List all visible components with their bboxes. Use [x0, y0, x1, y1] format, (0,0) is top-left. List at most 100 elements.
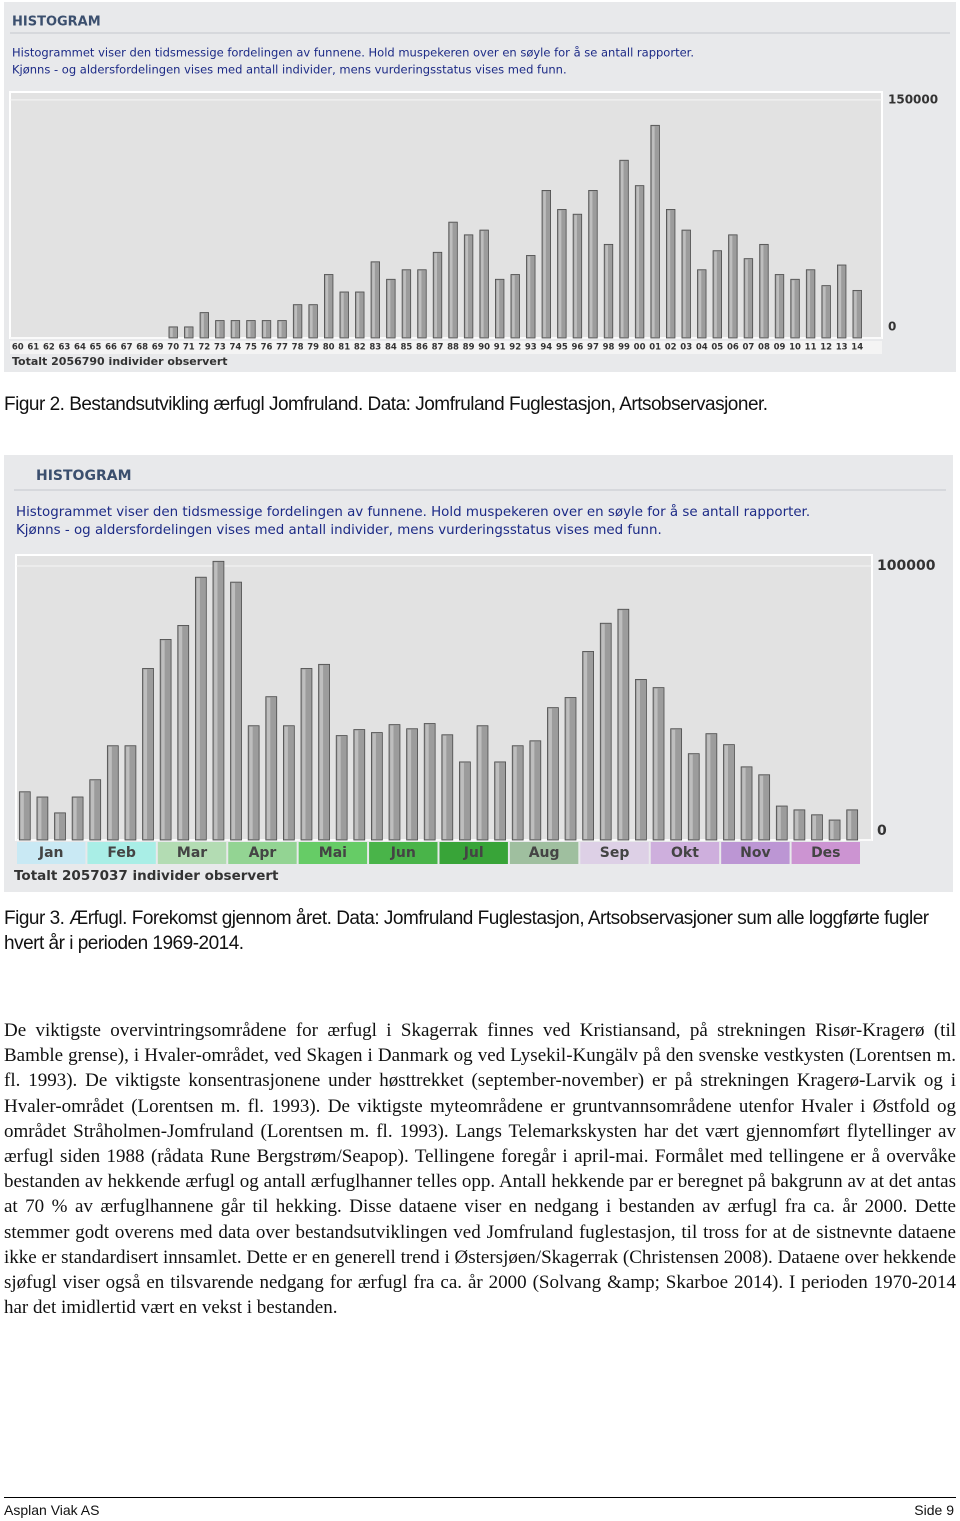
x-tick-label: 75: [245, 343, 257, 353]
bar: [758, 774, 771, 841]
bar-shine: [263, 321, 266, 337]
bar: [510, 274, 520, 339]
bar-shine: [38, 797, 42, 839]
bar-shine: [341, 292, 344, 337]
bar: [230, 320, 241, 339]
bar-shine: [319, 665, 324, 839]
bar-shine: [247, 321, 251, 337]
description: Histogrammet viser den tidsmessige forde…: [16, 503, 810, 520]
x-tick-label: Jul: [463, 845, 484, 861]
bar-shine: [838, 265, 842, 337]
bar: [54, 812, 66, 841]
x-tick-label: Aug: [529, 845, 560, 861]
x-tick-label: 89: [463, 343, 475, 353]
x-tick-label: Sep: [600, 845, 630, 861]
x-tick-label: 82: [354, 343, 366, 353]
bar: [774, 274, 785, 339]
bar-shine: [403, 270, 406, 337]
x-tick-label: 90: [478, 343, 490, 353]
bar-shine: [847, 810, 852, 839]
description: Kjønns - og aldersfordelingen vises med …: [12, 63, 567, 77]
bar: [541, 189, 551, 339]
bar-shine: [73, 797, 77, 839]
bar-shine: [495, 762, 500, 839]
bar-shine: [478, 726, 482, 839]
bar-shine: [558, 210, 562, 337]
bar-shine: [698, 270, 702, 337]
bar: [106, 745, 119, 841]
bar: [199, 312, 209, 339]
month-tile: [157, 842, 227, 864]
bar-shine: [707, 734, 711, 839]
bar-shine: [496, 280, 500, 337]
bar-shine: [776, 275, 779, 337]
bar: [619, 159, 629, 339]
x-tick-label: 68: [136, 343, 148, 353]
bar: [406, 728, 418, 841]
bar-shine: [108, 746, 112, 839]
bar: [697, 269, 707, 339]
bar: [386, 278, 396, 339]
x-tick-label: 61: [27, 343, 39, 353]
bar: [212, 560, 225, 841]
x-tick-label: Feb: [107, 845, 136, 861]
x-tick-label: Des: [811, 845, 840, 861]
bar: [184, 326, 194, 339]
x-tick-label: 84: [385, 343, 397, 353]
bar-shine: [465, 235, 469, 337]
y-tick-label: 0: [888, 320, 896, 334]
bar-shine: [795, 810, 799, 839]
x-tick-label: 88: [447, 343, 459, 353]
y-tick-label: 150000: [888, 92, 938, 106]
x-tick-label: Apr: [249, 845, 277, 861]
x-tick-label: 07: [742, 343, 754, 353]
bar-shine: [249, 726, 253, 839]
x-tick-label: Jan: [38, 845, 64, 861]
bar: [441, 734, 454, 841]
bar-shine: [443, 735, 447, 839]
bar-shine: [652, 126, 655, 337]
bar-shine: [759, 775, 764, 839]
bar: [828, 819, 841, 841]
bar-shine: [55, 813, 60, 839]
x-tick-label: 85: [400, 343, 412, 353]
month-tile: [509, 842, 579, 864]
x-tick-label: 71: [183, 343, 195, 353]
bar-shine: [232, 321, 235, 337]
x-tick-label: 96: [571, 343, 583, 353]
bar-shine: [201, 313, 204, 337]
bar: [89, 779, 102, 841]
bar: [124, 745, 137, 841]
bar-shine: [671, 729, 676, 839]
body-paragraph: De viktigste overvintringsområdene for æ…: [4, 1020, 956, 1319]
x-tick-label: 92: [509, 343, 521, 353]
bar-shine: [161, 640, 165, 839]
bar-shine: [745, 259, 748, 337]
month-tile: [439, 842, 508, 864]
bar: [194, 576, 207, 841]
bar: [247, 725, 260, 841]
bar: [283, 725, 295, 841]
bar: [687, 753, 700, 841]
x-tick-label: 12: [820, 343, 832, 353]
figure-caption: Figur 2. Bestandsutvikling ærfugl Jomfru…: [4, 394, 768, 415]
x-tick-label: 13: [836, 343, 848, 353]
x-tick-label: 06: [727, 343, 739, 353]
x-tick-label: 72: [198, 343, 210, 353]
y-tick-label: 100000: [877, 558, 936, 574]
bar-shine: [512, 275, 515, 337]
x-tick-label: 62: [43, 343, 55, 353]
x-tick-label: 60: [12, 343, 24, 353]
x-tick-label: Jun: [390, 845, 416, 861]
total-note: Totalt 2057037 individer observert: [14, 868, 279, 884]
x-tick-label: Mai: [319, 845, 347, 861]
month-tile: [721, 842, 790, 864]
bar-shine: [337, 736, 341, 839]
bar: [401, 269, 412, 339]
month-tile: [369, 842, 438, 864]
footer-right: Side 9: [914, 1502, 954, 1518]
x-tick-label: 08: [758, 343, 770, 353]
bar: [557, 209, 567, 339]
bar: [261, 320, 272, 339]
bar: [526, 255, 536, 339]
